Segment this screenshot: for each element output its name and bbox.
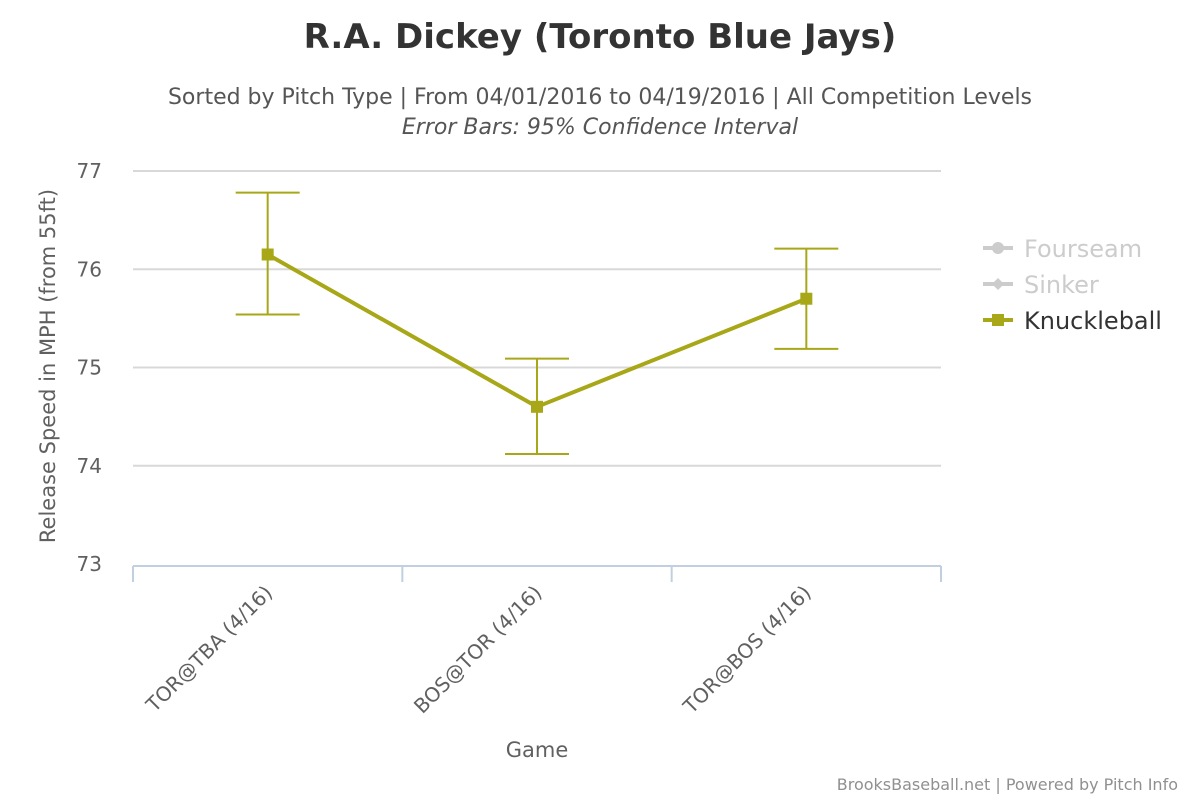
plot-series [235, 191, 839, 455]
x-tick-label: TOR@BOS (4/16) [678, 581, 816, 719]
data-point[interactable] [261, 248, 274, 261]
legend: Fourseam Sinker Knuckleball [983, 235, 1162, 335]
legend-label: Fourseam [1024, 235, 1142, 263]
y-tick-label: 73 [77, 552, 102, 576]
data-point[interactable] [800, 292, 813, 305]
y-tick-label: 76 [77, 257, 102, 281]
legend-item-sinker[interactable]: Sinker [983, 271, 1099, 299]
x-tick-label: TOR@TBA (4/16) [140, 581, 277, 718]
chart-subtitle: Sorted by Pitch Type | From 04/01/2016 t… [168, 85, 1032, 110]
x-axis-title: Game [506, 738, 569, 762]
chart-title: R.A. Dickey (Toronto Blue Jays) [304, 17, 897, 57]
credits[interactable]: BrooksBaseball.net | Powered by Pitch In… [837, 775, 1178, 794]
square-marker-icon [992, 314, 1004, 326]
legend-label: Sinker [1024, 271, 1099, 299]
chart-error-bar-note: Error Bars: 95% Confidence Interval [402, 115, 798, 140]
diamond-marker-icon [992, 278, 1004, 290]
x-axis [132, 565, 942, 582]
y-axis-ticks: 73 74 75 76 77 [77, 159, 102, 576]
y-axis-title: Release Speed in MPH (from 55ft) [36, 189, 60, 543]
data-point[interactable] [531, 400, 543, 413]
legend-label: Knuckleball [1024, 307, 1162, 335]
circle-marker-icon [992, 242, 1004, 254]
y-tick-label: 77 [77, 159, 102, 183]
x-tick-label: BOS@TOR (4/16) [409, 581, 547, 719]
x-axis-ticks: TOR@TBA (4/16) BOS@TOR (4/16) TOR@BOS (4/1… [140, 581, 815, 719]
legend-item-knuckleball[interactable]: Knuckleball [983, 307, 1162, 335]
y-tick-label: 74 [77, 454, 102, 478]
legend-item-fourseam[interactable]: Fourseam [983, 235, 1142, 263]
y-tick-label: 75 [77, 356, 102, 380]
